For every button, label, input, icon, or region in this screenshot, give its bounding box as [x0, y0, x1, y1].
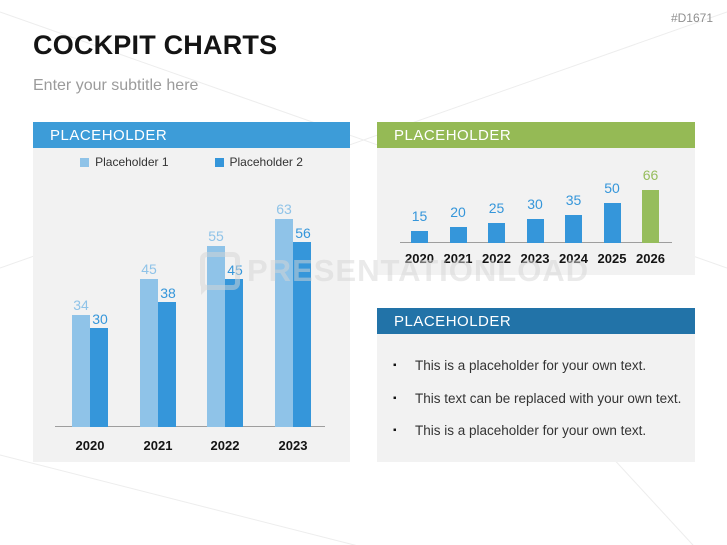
bar-value-label: 15	[411, 208, 428, 224]
list-item: ▪ This is a placeholder for your own tex…	[393, 421, 687, 441]
panel-header-right-bottom: PLACEHOLDER	[377, 308, 695, 334]
category-label: 2025	[597, 251, 627, 266]
bar-value-label: 56	[295, 225, 311, 242]
category-label: 2023	[278, 438, 308, 453]
legend-swatch-series2	[214, 157, 224, 167]
bar-value-label: 20	[450, 204, 466, 220]
category-label: 2024	[559, 251, 588, 266]
category-label: 2022	[482, 251, 511, 266]
bar-value-label: 63	[276, 201, 292, 218]
page-title: COCKPIT CHARTS	[33, 30, 278, 60]
bullet-text: This is a placeholder for your own text.	[415, 423, 647, 439]
category-label: 2020	[75, 438, 105, 453]
template-id-label: #D1671	[670, 11, 713, 25]
panel-grouped-bar-chart: PLACEHOLDER Placeholder 1 Placeholder 2 …	[33, 122, 350, 462]
panel-trend-bar-chart: PLACEHOLDER 15 2020 20 2021 25 2022 30 2023 35 20…	[377, 122, 695, 275]
bar-series1	[207, 245, 225, 427]
category-label: 2021	[443, 251, 473, 266]
bar-series2	[158, 301, 176, 427]
bullet-square-icon: ▪	[393, 392, 397, 404]
legend-label-series1: Placeholder 1	[95, 155, 169, 169]
bar	[642, 190, 659, 243]
bullet-square-icon: ▪	[393, 360, 397, 371]
panel-header-left: PLACEHOLDER	[33, 122, 350, 148]
list-item: ▪ This text can be replaced with your ow…	[393, 389, 687, 409]
bar-value-label: 34	[73, 296, 89, 313]
bar-value-label: 30	[92, 311, 108, 327]
panel-text-placeholder: PLACEHOLDER ▪ This is a placeholder for …	[377, 308, 695, 462]
bar	[449, 227, 467, 243]
bar	[526, 219, 544, 243]
bullet-text: This text can be replaced with your own …	[415, 390, 682, 406]
bar-series1	[72, 314, 90, 427]
panel-body-right-bottom: ▪ This is a placeholder for your own tex…	[377, 334, 695, 462]
chart-legend: Placeholder 1 Placeholder 2	[33, 155, 350, 169]
bar	[488, 223, 505, 243]
bar-value-label: 45	[141, 260, 157, 277]
page-subtitle: Enter your subtitle here	[33, 77, 199, 94]
category-label: 2020	[405, 251, 434, 266]
legend-swatch-series1	[80, 157, 90, 167]
bullet-text: This is a placeholder for your own text.	[415, 358, 647, 373]
legend-item-series2: Placeholder 2	[214, 155, 303, 169]
bar-value-label: 38	[160, 284, 176, 301]
panel-body-left: Placeholder 1 Placeholder 2 34 30 2020 45 38…	[33, 148, 350, 462]
legend-label-series2: Placeholder 2	[229, 155, 303, 169]
bar-series1	[275, 219, 293, 427]
category-label: 2023	[520, 251, 550, 266]
x-axis-line	[55, 426, 325, 427]
left-chart-plot: 34 30 2020 45 38 2021 55 45 2022 63 56 2023	[33, 148, 350, 462]
bar-value-label: 50	[604, 180, 620, 196]
list-item: ▪ This is a placeholder for your own tex…	[393, 356, 687, 376]
bullet-square-icon: ▪	[393, 425, 397, 437]
bar-series2	[293, 242, 311, 427]
category-label: 2022	[210, 438, 240, 453]
bar-value-label: 30	[527, 196, 543, 212]
legend-item-series1: Placeholder 1	[80, 155, 169, 169]
bar-series2	[90, 328, 108, 427]
bar	[411, 231, 428, 243]
panel-body-right-top: 15 2020 20 2021 25 2022 30 2023 35 2024 50 2025 66 20…	[377, 148, 695, 275]
category-label: 2021	[143, 438, 173, 453]
bar-value-label: 35	[565, 192, 582, 208]
panel-header-right-top: PLACEHOLDER	[377, 122, 695, 148]
bar-series2	[225, 278, 243, 427]
right-chart-plot: 15 2020 20 2021 25 2022 30 2023 35 2024 50 2025 66 20…	[377, 148, 695, 275]
bar	[603, 203, 621, 243]
bar-series1	[140, 278, 158, 427]
bar-value-label: 25	[488, 200, 505, 216]
bar-value-label: 66	[642, 167, 659, 184]
bullet-list: ▪ This is a placeholder for your own tex…	[393, 356, 687, 454]
bar	[565, 215, 582, 243]
bar-value-label: 45	[227, 261, 243, 278]
category-label: 2026	[636, 251, 665, 266]
bar-value-label: 55	[208, 227, 224, 244]
